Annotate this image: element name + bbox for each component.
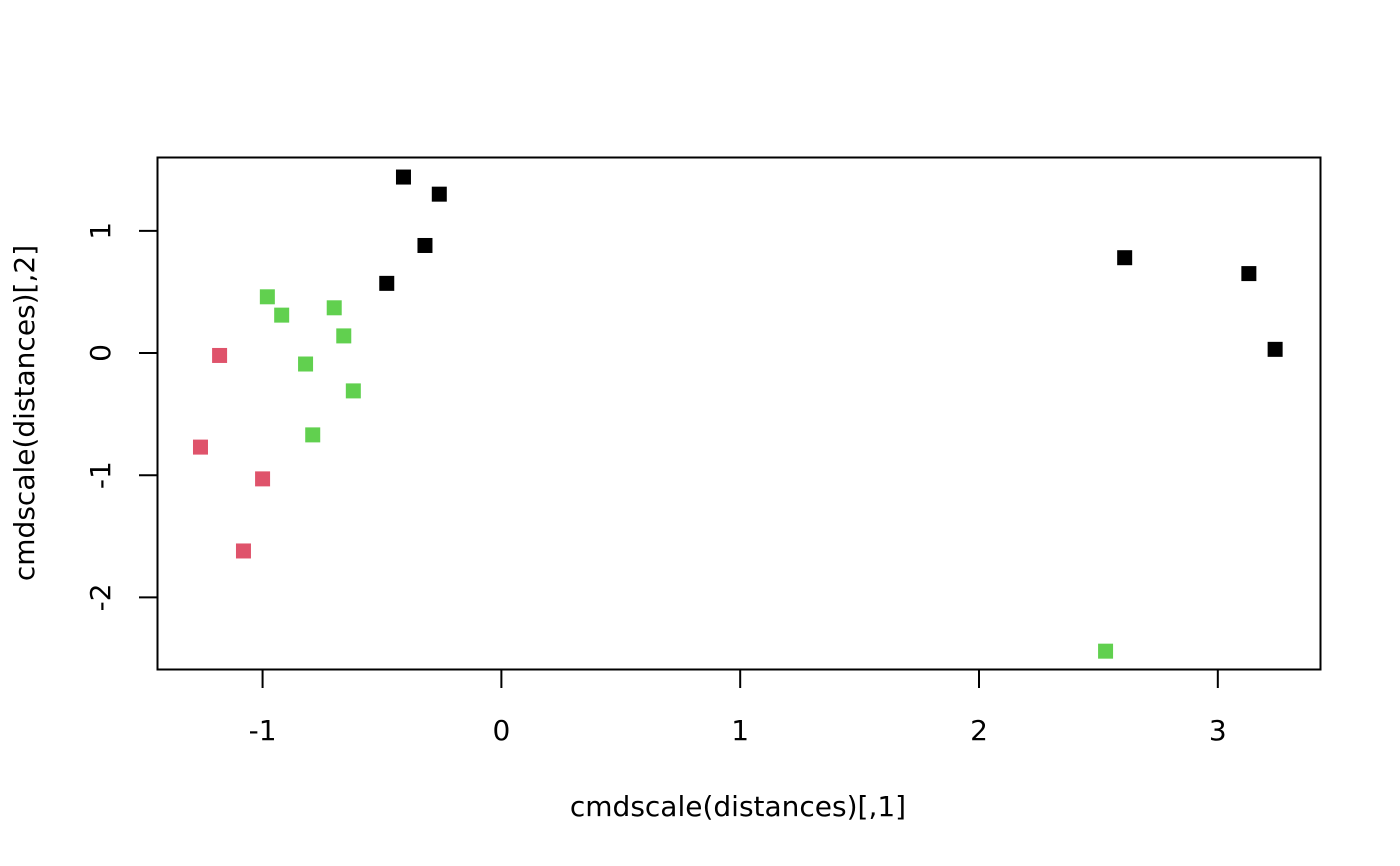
x-tick-label: -1 — [249, 714, 277, 747]
data-point — [192, 439, 208, 455]
data-point — [336, 328, 352, 344]
data-point — [235, 543, 251, 559]
y-axis-label: cmdscale(distances)[,2] — [8, 245, 41, 581]
data-point — [255, 471, 271, 487]
y-tick-label: 1 — [84, 222, 117, 240]
y-tick-label: 0 — [84, 344, 117, 362]
data-point — [212, 347, 228, 363]
x-tick-label: 1 — [731, 714, 749, 747]
data-point — [259, 289, 275, 305]
data-point — [345, 383, 361, 399]
x-tick-label: 0 — [492, 714, 510, 747]
data-point — [417, 237, 433, 253]
data-point — [274, 307, 290, 323]
y-tick-label: -1 — [84, 461, 117, 489]
x-axis-label: cmdscale(distances)[,1] — [570, 790, 906, 823]
plot-box — [156, 156, 1322, 671]
data-point — [1267, 341, 1283, 357]
data-point — [395, 169, 411, 185]
x-axis: -1 0 1 2 3 — [249, 668, 1227, 747]
y-tick-label: -2 — [84, 583, 117, 611]
data-point — [305, 427, 321, 443]
y-axis: -2 -1 0 1 — [84, 222, 159, 611]
x-tick-label: 3 — [1209, 714, 1227, 747]
data-point — [431, 186, 447, 202]
data-point — [1241, 266, 1257, 282]
data-point — [326, 300, 342, 316]
data-point — [1098, 643, 1114, 659]
data-point — [1117, 250, 1133, 266]
data-points — [192, 169, 1283, 659]
x-tick-label: 2 — [970, 714, 988, 747]
data-point — [298, 356, 314, 372]
data-point — [379, 275, 395, 291]
